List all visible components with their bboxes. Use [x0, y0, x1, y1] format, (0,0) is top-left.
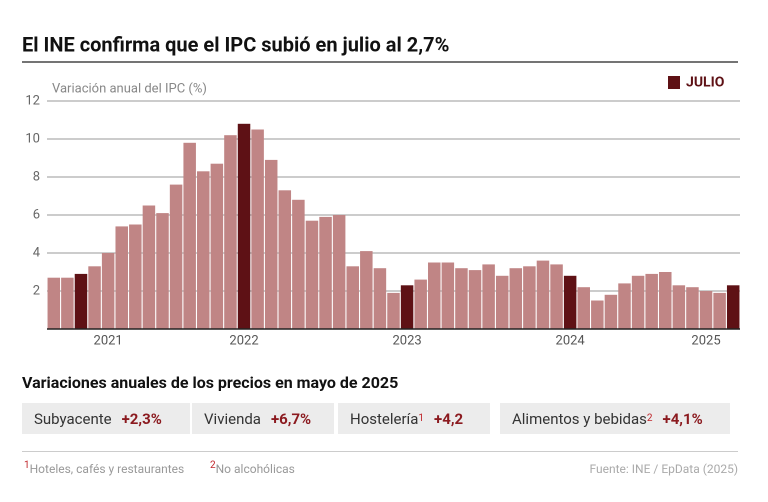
bar	[577, 287, 590, 329]
bar	[699, 291, 713, 329]
bar	[319, 216, 332, 329]
bar	[346, 266, 359, 329]
bar	[224, 135, 237, 329]
y-tick-label: 6	[33, 207, 40, 222]
bar	[142, 205, 156, 329]
bar	[47, 277, 61, 329]
bar	[441, 262, 455, 329]
bar	[115, 226, 128, 329]
source: Fuente: INE / EpData (2025)	[589, 462, 738, 476]
card-value: +6,7%	[270, 409, 312, 428]
card-label: Hostelería	[350, 409, 419, 428]
bar	[726, 285, 740, 329]
summary-card: Vivienda +6,7%	[192, 403, 334, 434]
summary-title: Variaciones anuales de los precios en ma…	[22, 373, 398, 392]
y-axis-label: Variación anual del IPC (%)	[52, 81, 207, 96]
bar	[210, 163, 224, 329]
footer-rule	[22, 451, 738, 452]
summary-card: Hostelería 1 +4,2	[338, 403, 490, 434]
bar	[156, 213, 169, 329]
y-tick-label: 4	[33, 245, 41, 260]
card-label: Alimentos y bebidas	[512, 409, 647, 428]
bar	[292, 199, 305, 329]
bar	[604, 294, 618, 329]
legend-label: JULIO	[686, 75, 725, 91]
bar	[713, 292, 726, 329]
bar	[264, 159, 278, 329]
bar	[659, 272, 672, 329]
bar	[523, 266, 536, 329]
card-label: Subyacente	[34, 409, 112, 428]
footnote-text: No alcohólicas	[215, 462, 295, 476]
bar	[251, 129, 264, 329]
bar	[428, 262, 441, 329]
bar	[61, 277, 74, 329]
y-tick-label: 10	[25, 131, 40, 146]
bar	[88, 266, 101, 329]
bar	[550, 264, 563, 329]
card-value: +2,3%	[121, 409, 162, 428]
x-tick-label: 2022	[229, 333, 258, 348]
bar	[360, 251, 373, 329]
card-note: 1	[418, 413, 425, 424]
x-tick-label: 2024	[556, 333, 586, 348]
footnote-mark: 2	[210, 460, 216, 471]
y-tick-label: 12	[25, 93, 40, 108]
x-tick-label: 2023	[392, 333, 421, 348]
x-tick-label: 2021	[94, 333, 123, 348]
bar	[509, 268, 523, 329]
bar	[468, 270, 482, 329]
footnote-text: Hoteles, cafés y restaurantes	[29, 462, 185, 476]
bar	[278, 190, 292, 329]
summary-card: Alimentos y bebidas 2 +4,1%	[500, 403, 730, 434]
card-label: Vivienda	[204, 409, 261, 428]
x-tick-label: 2025	[691, 333, 720, 348]
bar	[645, 273, 658, 329]
bar	[686, 287, 699, 329]
bar	[495, 275, 509, 329]
bar	[237, 123, 251, 329]
y-tick-label: 2	[33, 283, 40, 298]
bar	[305, 220, 319, 329]
bar	[101, 253, 115, 329]
bar	[482, 264, 495, 329]
footnote: 1Hoteles, cafés y restaurantes	[24, 460, 184, 476]
card-value: +4,2	[434, 409, 464, 428]
bar	[618, 283, 631, 329]
card-note: 2	[646, 413, 653, 424]
bar	[563, 275, 577, 329]
bar	[455, 268, 468, 329]
legend-swatch	[668, 76, 680, 89]
bar	[631, 275, 645, 329]
bar	[74, 273, 88, 329]
bar	[373, 268, 387, 329]
bar	[414, 279, 427, 329]
bar	[387, 292, 400, 329]
bar	[672, 285, 686, 329]
bar	[400, 285, 414, 329]
bar	[332, 215, 346, 329]
bar	[129, 224, 142, 329]
summary-card: Subyacente +2,3%	[22, 403, 190, 434]
chart-title: El INE confirma que el IPC subió en juli…	[22, 32, 449, 56]
bar	[591, 300, 604, 329]
bar	[197, 171, 210, 329]
footnote-mark: 1	[24, 460, 30, 471]
bar	[536, 260, 550, 329]
chart: El INE confirma que el IPC subió en juli…	[22, 32, 740, 392]
y-tick-label: 8	[33, 169, 40, 184]
bar	[169, 184, 183, 329]
footnote: 2No alcohólicas	[210, 460, 295, 476]
bar	[183, 142, 196, 329]
card-value: +4,1%	[662, 409, 703, 428]
